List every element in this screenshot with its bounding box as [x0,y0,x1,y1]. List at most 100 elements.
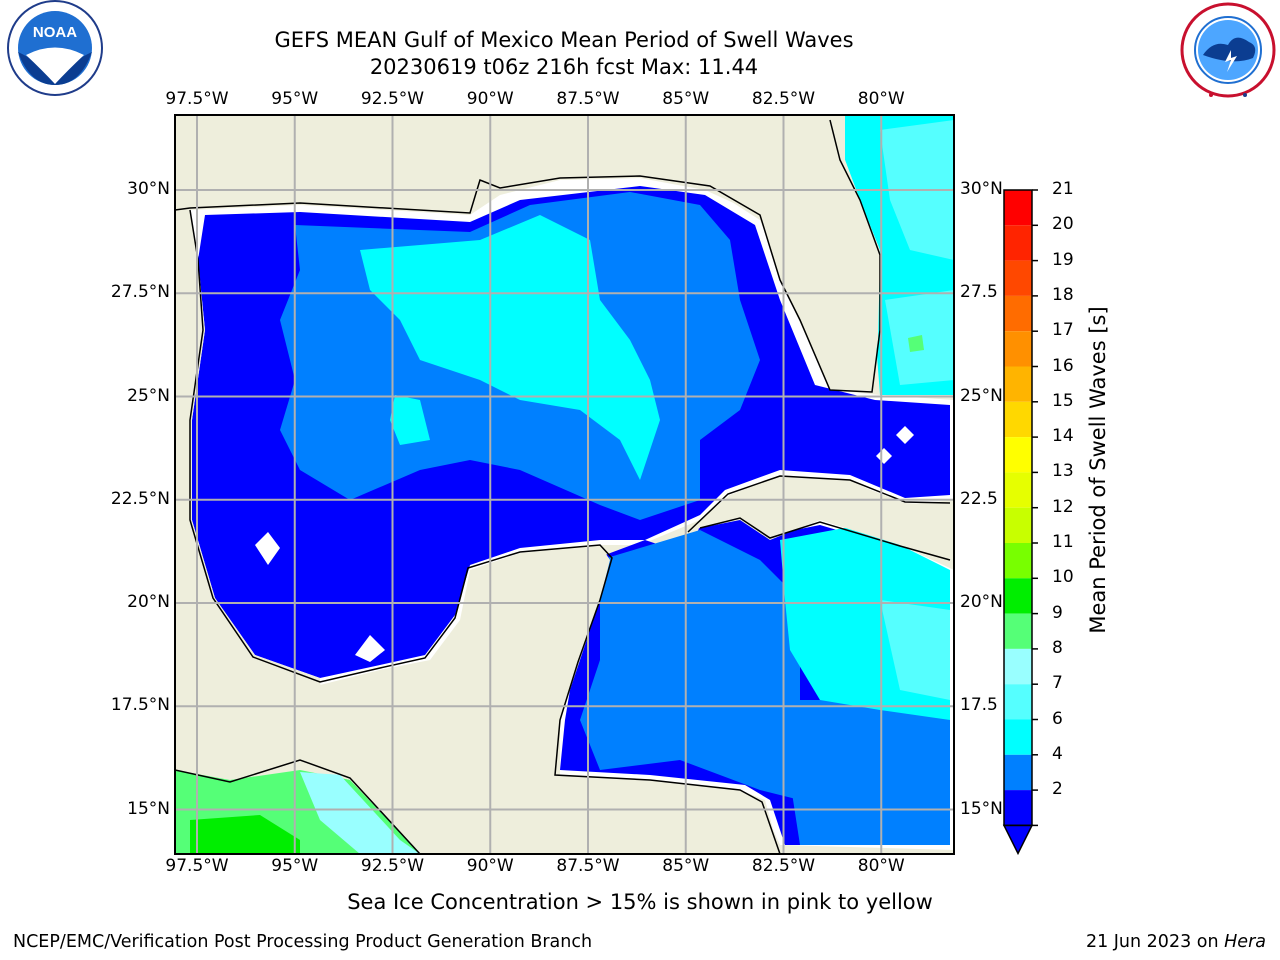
colorbar-segment [1004,684,1032,720]
no-data-patch [355,635,385,662]
swell-4s-region [580,530,830,800]
colorbar-tick-label: 10 [1052,567,1074,588]
colorbar-tick-label: 16 [1052,355,1074,376]
colorbar-tick-label: 2 [1052,779,1063,800]
lat-label-left: 22.5°N [110,488,170,509]
swell-7s-region [880,600,950,700]
coastline-cuba-north [687,475,951,533]
colorbar-segment [1004,648,1032,685]
lon-label-bottom: 95°W [271,856,319,876]
lon-label-top: 90°W [466,89,514,109]
footer-date-text: 21 Jun 2023 on [1085,932,1225,952]
colorbar-tick-label: 4 [1052,743,1063,764]
colorbar-tick-label: 13 [1052,461,1074,482]
lat-label-right: 20°N [960,592,1003,612]
pacific-8s-region [300,772,420,854]
colorbar-segment [1004,507,1032,543]
no-data-patch [896,426,914,444]
swell-2s-region [192,186,950,845]
coastline-us [175,119,881,393]
colorbar-segment [1004,225,1032,261]
pacific-10s-region [190,815,300,854]
colorbar-tick-label: 17 [1052,320,1074,341]
colorbar-title: Mean Period of Swell Waves [s] [1086,306,1110,634]
colorbar-tick-label: 12 [1052,496,1074,517]
lon-label-top: 97.5°W [165,89,229,109]
lon-label-bottom: 92.5°W [360,856,425,876]
central-america-land [350,720,780,854]
lat-label-left: 17.5°N [110,695,170,716]
footer-credit: NCEP/EMC/Verification Post Processing Pr… [13,932,593,952]
colorbar-frame [1003,189,1033,827]
no-data-patch [255,532,280,565]
chart-title: GEFS MEAN Gulf of Mexico Mean Period of … [274,28,854,52]
pacific-9s-region [175,770,420,854]
colorbar-tick-label: 18 [1052,284,1074,305]
swell-4s-region [790,700,950,845]
atlantic-7s-region [885,290,954,385]
colorbar-segment [1004,366,1032,402]
colorbar-tick-label: 21 [1052,179,1074,199]
colorbar-segment [1004,331,1032,367]
lat-label-left: 27.5°N [110,282,170,303]
lon-label-top: 87.5°W [556,89,620,109]
florida-land [760,115,880,390]
lat-label-right: 22.5 [960,488,998,509]
colorbar-tick-label: 8 [1052,637,1063,658]
colorbar-segment [1004,578,1032,614]
lat-label-left: 15°N [127,798,170,819]
lat-label-left: 30°N [127,179,170,199]
coastline-mexico [189,209,781,854]
colorbar-segment [1004,790,1032,826]
colorbar-segment [1004,190,1032,226]
colorbar-segment [1004,543,1032,579]
cuba-land [690,478,950,560]
colorbar-segment [1004,437,1032,473]
pacific-8s-region [300,772,420,854]
lat-label-left: 20°N [127,592,170,612]
lat-label-right: 17.5 [960,695,998,716]
lat-label-right: 15°N [960,798,1003,819]
coastline-pacific [175,759,421,854]
lon-label-bottom: 85°W [662,856,710,876]
us-land [175,115,845,215]
swell-6s-region [360,215,660,480]
atlantic-7s-region [880,120,954,260]
lat-label-left: 25°N [127,385,170,406]
lon-label-top: 92.5°W [360,89,425,109]
lat-label-right: 25°N [960,385,1003,406]
lon-label-bottom: 80°W [857,856,905,876]
colorbar-segment [1004,401,1032,438]
atlantic-6s-region [845,115,954,395]
sea-ice-caption: Sea Ice Concentration > 15% is shown in … [347,890,933,914]
colorbar-segment [1004,472,1032,508]
chart-subtitle: 20230619 t06z 216h fcst Max: 11.44 [369,55,759,79]
swell-4s-region [280,192,760,520]
colorbar-tick-label: 20 [1052,214,1074,235]
colorbar-segment [1004,295,1032,332]
lon-label-top: 80°W [857,89,905,109]
no-data-patch [876,448,892,464]
lon-label-bottom: 97.5°W [165,856,229,876]
footer-date: 21 Jun 2023 on Hera [1086,932,1266,952]
colorbar-segment [1004,719,1032,755]
coastline-cuba-south [699,517,951,561]
lon-label-top: 85°W [662,89,710,109]
pacific-9s-region [175,770,420,854]
colorbar-segment [1004,754,1032,791]
colorbar-tick-label: 15 [1052,390,1074,411]
noaa-logo: NOAA [7,0,103,96]
swell-6s-region [780,525,950,720]
colorbar-tick-label: 11 [1052,532,1074,552]
lon-label-bottom: 90°W [466,856,514,876]
colorbar-tick-label: 14 [1052,426,1074,447]
map-frame [174,114,955,855]
lon-label-top: 95°W [271,89,319,109]
swell-9s-region [908,335,924,352]
colorbar-segment [1004,613,1032,649]
ocean-rim [185,178,954,850]
lon-label-top: 82.5°W [751,89,816,109]
mexico-land [175,210,330,854]
colorbar-tick-label: 7 [1052,673,1063,694]
footer-host: Hera [1224,932,1266,952]
